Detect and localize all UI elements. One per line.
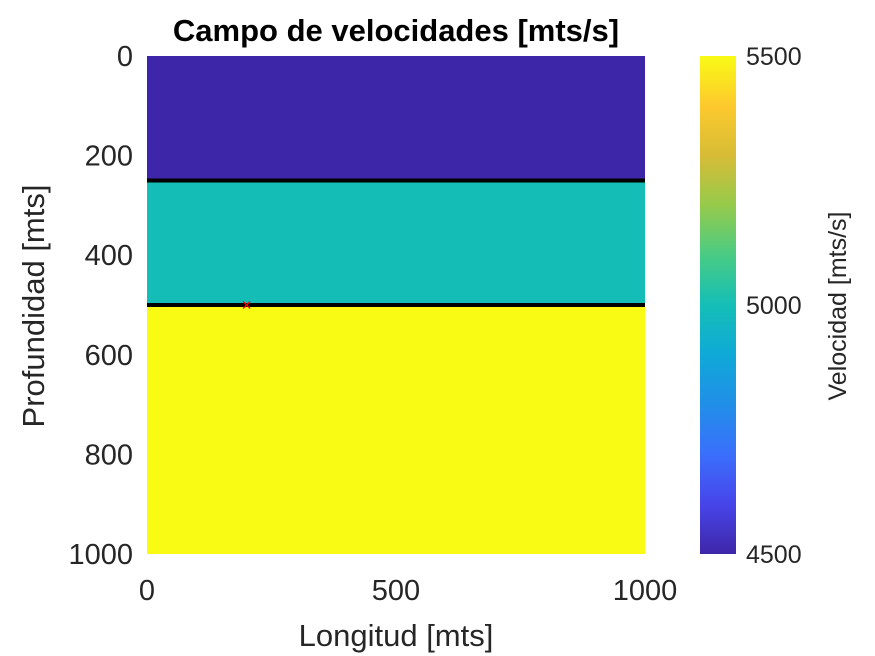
- y-tick-label: 0: [117, 41, 133, 73]
- velocity-layer-2: [147, 180, 645, 305]
- y-tick-label: 600: [85, 340, 133, 372]
- velocity-layers: [147, 56, 645, 554]
- y-tick-label: 200: [85, 141, 133, 173]
- colorbar-ticks: 4500 5000 5500: [746, 43, 802, 569]
- y-axis-title: Profundidad [mts]: [16, 185, 51, 428]
- x-tick-label: 1000: [613, 575, 678, 607]
- colorbar-gradient: [700, 56, 736, 554]
- colorbar-tick-label: 5500: [746, 43, 802, 71]
- colorbar: [700, 56, 736, 554]
- colorbar-tick-label: 4500: [746, 541, 802, 569]
- chart-title: Campo de velocidades [mts/s]: [173, 13, 619, 48]
- y-tick-label: 400: [85, 240, 133, 272]
- x-axis-title: Longitud [mts]: [299, 618, 494, 653]
- source-x-marker: [242, 301, 251, 309]
- y-axis-ticks: 0 200 400 600 800 1000: [68, 41, 133, 571]
- velocity-layer-1: [147, 56, 645, 181]
- x-tick-label: 0: [139, 575, 155, 607]
- y-tick-label: 800: [85, 439, 133, 471]
- colorbar-tick-label: 5000: [746, 292, 802, 320]
- x-tick-label: 500: [372, 575, 420, 607]
- colorbar-title: Velocidad [mts/s]: [824, 212, 852, 401]
- y-tick-label: 1000: [68, 539, 133, 571]
- layer-interfaces: [147, 178, 645, 307]
- velocity-layer-3: [147, 305, 645, 554]
- x-axis-ticks: 0 500 1000: [139, 575, 677, 607]
- source-marker: [242, 301, 251, 309]
